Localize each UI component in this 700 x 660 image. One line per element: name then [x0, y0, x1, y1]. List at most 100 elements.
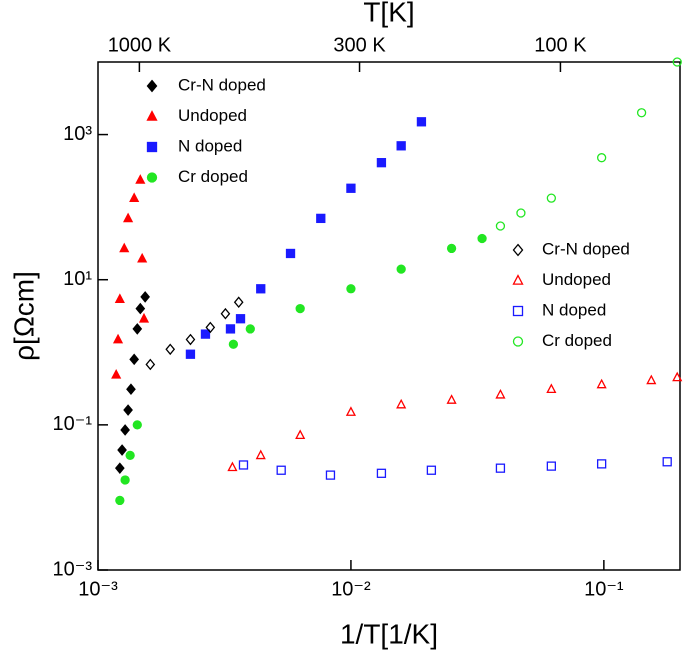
plot-frame [97, 61, 681, 571]
data-point [112, 333, 124, 344]
data-point [200, 329, 211, 339]
data-point [396, 264, 406, 274]
y-axis-label: ρ[Ωcm] [8, 271, 39, 361]
data-point [546, 461, 557, 471]
data-point [426, 465, 437, 475]
data-point [546, 193, 557, 203]
data-point [256, 284, 266, 294]
data-point [126, 383, 136, 396]
x-tick-label: 10⁻¹ [584, 578, 624, 600]
data-point [255, 449, 266, 460]
legend-label: Cr doped [178, 167, 248, 186]
legend-label: N doped [542, 300, 606, 319]
y-tick-label: 10⁻¹ [53, 413, 93, 435]
data-point [346, 284, 356, 294]
legend-label: Cr-N doped [178, 75, 266, 94]
legend-label: Undoped [178, 106, 247, 125]
data-point [396, 398, 407, 409]
data-point [114, 462, 125, 474]
data-point [636, 108, 647, 118]
data-point [446, 394, 457, 404]
data-point [129, 353, 140, 366]
x2-tick-label: 1000 K [108, 34, 172, 56]
legend-label: Cr-N doped [542, 239, 630, 258]
legend-marker [512, 274, 524, 285]
x-tick-label: 10⁻² [331, 578, 371, 600]
x2-tick-label: 100 K [534, 34, 587, 56]
data-point [117, 444, 127, 456]
data-point [316, 213, 326, 224]
data-point [495, 388, 506, 399]
data-point [446, 243, 457, 254]
data-point [546, 383, 557, 394]
data-point [115, 495, 125, 506]
data-point [245, 324, 255, 334]
data-point [477, 233, 487, 244]
y-tick-label: 10¹ [63, 268, 92, 290]
legend-marker [146, 141, 158, 153]
data-point [672, 57, 682, 67]
data-point [346, 183, 356, 193]
data-point [233, 296, 244, 309]
data-point [137, 252, 148, 263]
data-point [295, 303, 305, 314]
data-point [376, 468, 387, 478]
data-point [238, 460, 249, 470]
data-point [345, 406, 357, 416]
data-point [596, 153, 607, 163]
x-axis-label: 1/T[1/K] [340, 618, 438, 649]
data-point [129, 192, 140, 203]
data-point [376, 158, 387, 168]
data-point [596, 459, 607, 469]
legend-marker [512, 305, 524, 317]
top-axis-title: T[K] [363, 0, 414, 27]
data-point [227, 461, 238, 472]
legend-marker [146, 172, 158, 183]
legend-marker [146, 79, 158, 93]
data-point [119, 242, 130, 253]
data-point [125, 450, 135, 461]
data-point [495, 221, 506, 231]
data-point [132, 420, 142, 430]
data-point [205, 321, 216, 334]
y-tick-label: 10⁻³ [53, 558, 93, 580]
data-point [235, 314, 246, 324]
data-point [416, 117, 427, 127]
data-point [495, 463, 506, 473]
data-point [185, 333, 196, 346]
data-point [132, 323, 143, 335]
x-tick-label: 10⁻³ [78, 578, 118, 600]
data-point [135, 302, 146, 315]
data-point [135, 174, 146, 184]
data-point [120, 475, 130, 485]
data-point [140, 291, 150, 303]
data-point [225, 324, 236, 334]
data-point [516, 208, 526, 218]
legend-label: N doped [178, 136, 242, 155]
legend-marker [512, 243, 524, 257]
data-point [111, 368, 122, 379]
legend-marker [146, 110, 158, 121]
data-point [138, 312, 150, 323]
data-point [120, 424, 130, 436]
legend-label: Cr doped [542, 331, 612, 350]
data-point [396, 141, 406, 151]
data-point [646, 374, 657, 385]
legend-label: Undoped [542, 270, 611, 289]
data-point [662, 457, 672, 467]
data-point [596, 378, 607, 389]
data-point [325, 470, 336, 480]
data-point [672, 371, 683, 382]
data-point [145, 358, 156, 371]
data-point [285, 248, 296, 259]
data-point [228, 339, 239, 349]
data-point [114, 293, 125, 303]
data-point [123, 404, 133, 416]
data-point [185, 349, 196, 359]
x2-tick-label: 300 K [333, 34, 386, 56]
data-point [220, 307, 231, 320]
data-point [295, 429, 306, 440]
legend-marker [512, 336, 524, 347]
data-point [276, 465, 286, 475]
